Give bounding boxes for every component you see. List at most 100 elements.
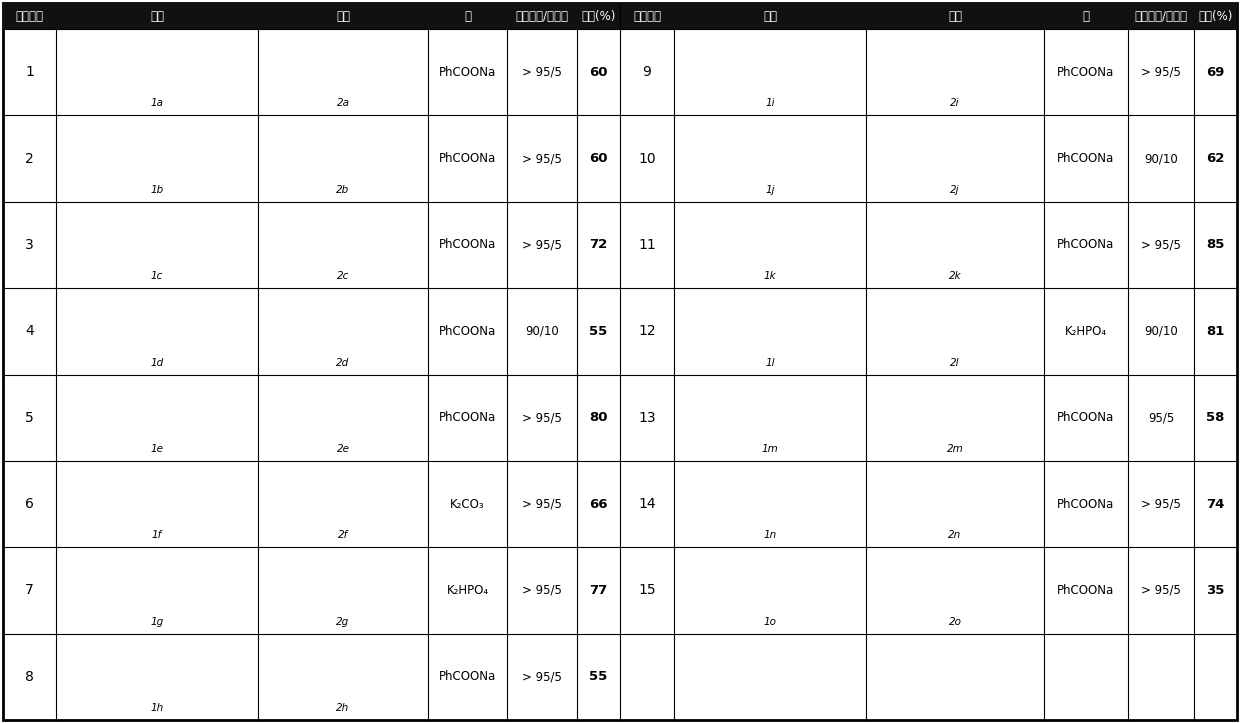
- Text: PhCOONa: PhCOONa: [1058, 411, 1115, 424]
- Text: 2o: 2o: [949, 617, 961, 627]
- Text: 2g: 2g: [336, 617, 350, 627]
- Text: PhCOONa: PhCOONa: [1058, 239, 1115, 252]
- Text: > 95/5: > 95/5: [1141, 239, 1180, 252]
- Text: 1c: 1c: [151, 271, 164, 281]
- Text: 11: 11: [639, 238, 656, 252]
- Text: PhCOONa: PhCOONa: [439, 670, 496, 683]
- Text: 产率(%): 产率(%): [582, 9, 616, 22]
- Text: 60: 60: [589, 152, 608, 165]
- Bar: [2, 3, 1238, 29]
- Text: 55: 55: [589, 325, 608, 338]
- Text: PhCOONa: PhCOONa: [1058, 497, 1115, 510]
- Text: PhCOONa: PhCOONa: [439, 239, 496, 252]
- Text: 1d: 1d: [150, 357, 164, 367]
- Text: 1e: 1e: [150, 444, 164, 454]
- Text: > 95/5: > 95/5: [522, 239, 562, 252]
- Text: 1o: 1o: [764, 617, 776, 627]
- Text: 5: 5: [25, 411, 33, 424]
- Text: K₂CO₃: K₂CO₃: [450, 497, 485, 510]
- Text: 14: 14: [639, 497, 656, 511]
- Text: K₂HPO₄: K₂HPO₄: [446, 584, 489, 597]
- Text: 2i: 2i: [950, 98, 960, 108]
- Text: 2j: 2j: [950, 185, 960, 194]
- Text: 66: 66: [589, 497, 608, 510]
- Text: 80: 80: [589, 411, 608, 424]
- Text: 2l: 2l: [950, 357, 960, 367]
- Text: 62: 62: [1207, 152, 1225, 165]
- Text: 1: 1: [25, 65, 33, 80]
- Text: > 95/5: > 95/5: [1141, 497, 1180, 510]
- Text: 2n: 2n: [949, 530, 962, 540]
- Text: 产率(%): 产率(%): [1198, 9, 1233, 22]
- Text: 2e: 2e: [336, 444, 350, 454]
- Text: 2f: 2f: [337, 530, 348, 540]
- Text: > 95/5: > 95/5: [522, 497, 562, 510]
- Text: 69: 69: [1207, 66, 1225, 79]
- Text: 原料: 原料: [763, 9, 777, 22]
- Text: 2d: 2d: [336, 357, 350, 367]
- Text: 碑: 碑: [1083, 9, 1090, 22]
- Text: > 95/5: > 95/5: [522, 152, 562, 165]
- Text: 85: 85: [1207, 239, 1225, 252]
- Text: 2m: 2m: [946, 444, 963, 454]
- Text: 35: 35: [1207, 584, 1225, 597]
- Text: 1j: 1j: [765, 185, 775, 194]
- Text: 7: 7: [25, 583, 33, 597]
- Text: 55: 55: [589, 670, 608, 683]
- Text: 77: 77: [589, 584, 608, 597]
- Text: 15: 15: [639, 583, 656, 597]
- Text: PhCOONa: PhCOONa: [439, 411, 496, 424]
- Text: PhCOONa: PhCOONa: [439, 152, 496, 165]
- Text: PhCOONa: PhCOONa: [439, 66, 496, 79]
- Text: 产物: 产物: [949, 9, 962, 22]
- Text: PhCOONa: PhCOONa: [1058, 584, 1115, 597]
- Text: 81: 81: [1207, 325, 1225, 338]
- Text: 90/10: 90/10: [1145, 325, 1178, 338]
- Text: 1i: 1i: [765, 98, 775, 108]
- Text: > 95/5: > 95/5: [522, 411, 562, 424]
- Text: 2h: 2h: [336, 703, 350, 713]
- Text: > 95/5: > 95/5: [522, 584, 562, 597]
- Text: 8: 8: [25, 669, 33, 684]
- Text: 90/10: 90/10: [1145, 152, 1178, 165]
- Text: 1f: 1f: [151, 530, 162, 540]
- Text: 4: 4: [25, 325, 33, 338]
- Text: 1m: 1m: [761, 444, 779, 454]
- Text: 实施实例: 实施实例: [15, 9, 43, 22]
- Text: > 95/5: > 95/5: [1141, 584, 1180, 597]
- Text: K₂HPO₄: K₂HPO₄: [1065, 325, 1107, 338]
- Text: 2k: 2k: [949, 271, 961, 281]
- Text: 二氟产物/单氟酸: 二氟产物/单氟酸: [1135, 9, 1188, 22]
- Text: 1k: 1k: [764, 271, 776, 281]
- Text: 1a: 1a: [150, 98, 164, 108]
- Text: 二氟产物/单氟酸: 二氟产物/单氟酸: [516, 9, 568, 22]
- Text: 74: 74: [1207, 497, 1225, 510]
- Text: PhCOONa: PhCOONa: [1058, 152, 1115, 165]
- Text: 2: 2: [25, 152, 33, 166]
- Text: 1h: 1h: [150, 703, 164, 713]
- Text: 1b: 1b: [150, 185, 164, 194]
- Text: 1l: 1l: [765, 357, 775, 367]
- Text: 6: 6: [25, 497, 33, 511]
- Text: 实施实例: 实施实例: [632, 9, 661, 22]
- Text: 1n: 1n: [764, 530, 776, 540]
- Text: > 95/5: > 95/5: [1141, 66, 1180, 79]
- Text: 13: 13: [639, 411, 656, 424]
- Text: 2c: 2c: [337, 271, 350, 281]
- Text: 58: 58: [1207, 411, 1225, 424]
- Text: PhCOONa: PhCOONa: [1058, 66, 1115, 79]
- Text: 2a: 2a: [336, 98, 350, 108]
- Text: 9: 9: [642, 65, 651, 80]
- Text: 原料: 原料: [150, 9, 164, 22]
- Text: PhCOONa: PhCOONa: [439, 325, 496, 338]
- Text: 12: 12: [639, 325, 656, 338]
- Text: > 95/5: > 95/5: [522, 670, 562, 683]
- Text: 90/10: 90/10: [525, 325, 559, 338]
- Text: 95/5: 95/5: [1148, 411, 1174, 424]
- Text: 60: 60: [589, 66, 608, 79]
- Text: 碑: 碑: [464, 9, 471, 22]
- Text: 2b: 2b: [336, 185, 350, 194]
- Text: 产物: 产物: [336, 9, 350, 22]
- Text: 3: 3: [25, 238, 33, 252]
- Text: 72: 72: [589, 239, 608, 252]
